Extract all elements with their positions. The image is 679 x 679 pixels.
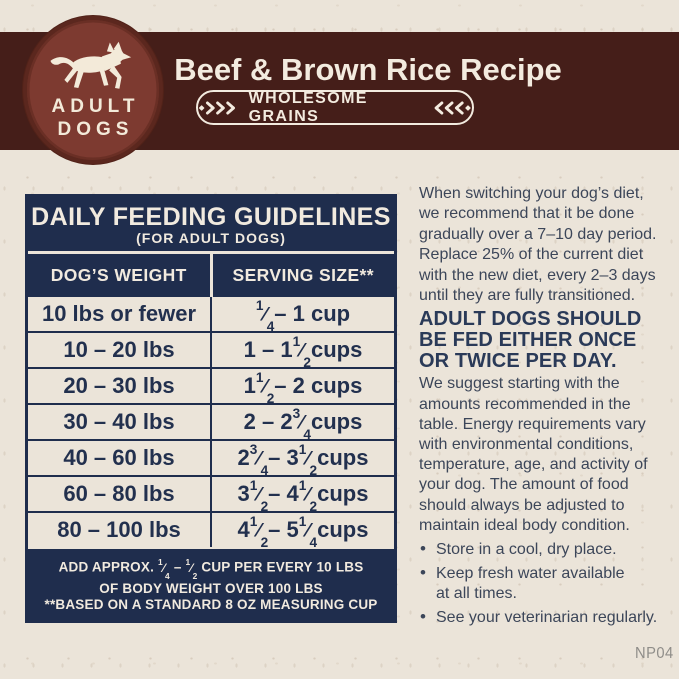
table-subtitle: (FOR ADULT DOGS) xyxy=(136,230,286,246)
column-header-row: DOG’S WEIGHT SERVING SIZE** xyxy=(28,254,394,297)
serving-cell: 1⁄4 – 1 cup xyxy=(210,297,394,334)
amounts-paragraph: We suggest starting with the amounts rec… xyxy=(419,375,648,534)
wheat-ornament-left-icon xyxy=(198,100,235,115)
weight-cell: 20 – 30 lbs xyxy=(63,373,175,398)
serving-cell: 3 1⁄2 – 4 1⁄2 cups xyxy=(210,477,394,514)
table-body: 10 lbs or fewer 1⁄4 – 1 cup 10 – 20 lbs … xyxy=(28,297,394,550)
badge-label-dogs: DOGS xyxy=(57,119,134,140)
transition-paragraph: When switching your dog’s diet, we recom… xyxy=(419,185,657,305)
table-row: 10 – 20 lbs 1 – 1 1⁄2 cups xyxy=(28,331,394,370)
table-row: 10 lbs or fewer 1⁄4 – 1 cup xyxy=(28,297,394,334)
adult-dogs-badge: ADULT DOGS xyxy=(23,16,163,164)
weight-cell: 80 – 100 lbs xyxy=(57,517,181,542)
table-title: DAILY FEEDING GUIDELINES xyxy=(31,203,391,231)
table-title-band: DAILY FEEDING GUIDELINES (FOR ADULT DOGS… xyxy=(28,197,394,251)
bullet-text: See your veterinarian regularly. xyxy=(436,609,658,627)
column-header-dogs-weight: DOG’S WEIGHT xyxy=(50,265,187,285)
bullet-icon: • xyxy=(420,607,426,627)
weight-cell: 40 – 60 lbs xyxy=(63,445,175,470)
list-item: • See your veterinarian regularly. xyxy=(419,607,675,628)
footnote-measuring-cup: **BASED ON A STANDARD 8 OZ MEASURING CUP xyxy=(44,597,378,613)
table-row: 80 – 100 lbs 4 1⁄2 – 5 1⁄4 cups xyxy=(28,511,394,550)
product-code: NP04 xyxy=(635,645,674,662)
badge-label-adult: ADULT xyxy=(51,96,140,117)
weight-cell: 10 lbs or fewer xyxy=(41,301,197,326)
running-dog-icon xyxy=(50,41,132,89)
table-row: 60 – 80 lbs 3 1⁄2 – 4 1⁄2 cups xyxy=(28,475,394,514)
wheat-ornament-right-icon xyxy=(435,100,472,115)
serving-cell: 4 1⁄2 – 5 1⁄4 cups xyxy=(210,513,394,550)
list-item: • Keep fresh water available at all time… xyxy=(419,563,675,604)
weight-cell: 30 – 40 lbs xyxy=(63,409,175,434)
bullet-text: Store in a cool, dry place. xyxy=(436,541,617,559)
footnote-overage: ADD APPROX. 1⁄4 – 1⁄2 CUP PER EVERY 10 L… xyxy=(58,557,364,596)
bullet-icon: • xyxy=(420,563,426,583)
feeding-frequency-heading: ADULT DOGS SHOULD BE FED EITHER ONCE OR … xyxy=(419,308,642,373)
info-panel: When switching your dog’s diet, we recom… xyxy=(419,184,675,632)
table-footnote: ADD APPROX. 1⁄4 – 1⁄2 CUP PER EVERY 10 L… xyxy=(28,549,394,620)
banner-label: WHOLESOME GRAINS xyxy=(248,89,368,125)
feeding-guidelines-table: DAILY FEEDING GUIDELINES (FOR ADULT DOGS… xyxy=(25,194,397,623)
weight-cell: 60 – 80 lbs xyxy=(63,481,175,506)
serving-cell: 1 – 1 1⁄2 cups xyxy=(210,333,394,370)
list-item: • Store in a cool, dry place. xyxy=(419,539,675,560)
weight-cell: 10 – 20 lbs xyxy=(63,337,175,362)
care-bullet-list: • Store in a cool, dry place. • Keep fre… xyxy=(419,539,675,628)
serving-cell: 2 3⁄4 – 3 1⁄2 cups xyxy=(210,441,394,478)
column-header-serving-size: SERVING SIZE** xyxy=(209,254,395,297)
table-row: 20 – 30 lbs 1 1⁄2 – 2 cups xyxy=(28,367,394,406)
serving-cell: 2 – 2 3⁄4 cups xyxy=(210,405,394,442)
bullet-text: Keep fresh water available at all times. xyxy=(436,565,625,603)
bullet-icon: • xyxy=(420,539,426,559)
table-row: 30 – 40 lbs 2 – 2 3⁄4 cups xyxy=(28,403,394,442)
serving-cell: 1 1⁄2 – 2 cups xyxy=(210,369,394,406)
table-row: 40 – 60 lbs 2 3⁄4 – 3 1⁄2 cups xyxy=(28,439,394,478)
wholesome-grains-banner: WHOLESOME GRAINS xyxy=(196,90,474,125)
recipe-title: Beef & Brown Rice Recipe xyxy=(174,52,562,87)
